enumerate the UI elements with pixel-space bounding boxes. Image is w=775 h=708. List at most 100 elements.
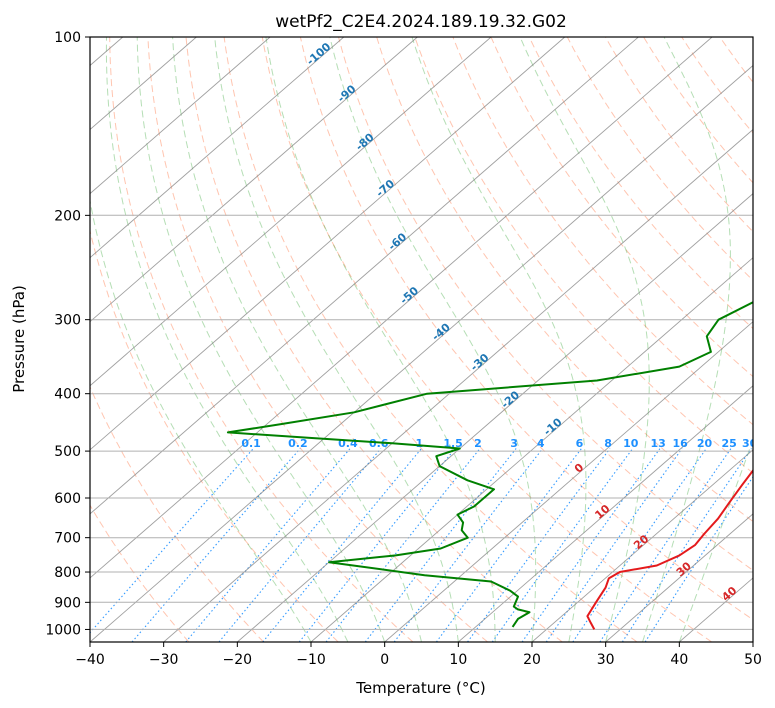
isotherm — [90, 37, 566, 451]
mixing-ratio-label: 30 — [742, 437, 758, 450]
isotherm-label: -10 — [541, 415, 565, 438]
moist-adiabat — [678, 438, 753, 642]
y-tick-label: 800 — [54, 565, 81, 581]
x-tick-label: −20 — [223, 652, 253, 668]
dry-adiabat — [223, 37, 638, 642]
isotherm-label: -80 — [353, 130, 377, 153]
isotherm — [679, 577, 753, 642]
x-tick-label: 40 — [670, 652, 688, 668]
dry-adiabat — [604, 37, 753, 233]
mixing-ratio-line — [521, 448, 661, 642]
dewpoint-line — [226, 301, 753, 628]
dry-adiabat — [90, 385, 264, 642]
mixing-ratio-label: 0.6 — [369, 437, 389, 450]
temperature-line — [586, 468, 753, 630]
mixing-ratio-line — [262, 448, 422, 642]
x-tick-label: 10 — [449, 652, 467, 668]
mixing-ratio-line — [218, 448, 382, 642]
mixing-ratio-label: 6 — [576, 437, 584, 450]
moist-adiabat — [519, 37, 650, 642]
y-axis-title: Pressure (hPa) — [10, 285, 28, 393]
plot-frame — [89, 36, 754, 643]
mixing-ratio-line — [644, 475, 753, 642]
isotherm-label: -70 — [374, 177, 398, 200]
mixing-ratio-line — [491, 448, 634, 642]
x-tick-label: 0 — [380, 652, 389, 668]
isotherm — [605, 513, 753, 642]
x-tick-label: 20 — [523, 652, 541, 668]
dry-adiabat — [109, 37, 414, 642]
dry-adiabat — [147, 37, 488, 642]
dry-adiabat — [299, 37, 753, 621]
mixing-ratio-label: 4 — [537, 437, 545, 450]
x-tick-label: −10 — [296, 652, 326, 668]
mixing-ratio-label: 25 — [722, 437, 737, 450]
dry-adiabat — [681, 37, 753, 134]
isotherm-label: 40 — [719, 584, 739, 604]
dry-adiabat — [185, 37, 563, 642]
dry-adiabat — [452, 37, 753, 426]
dry-adiabat — [758, 37, 775, 642]
isotherm — [90, 64, 753, 642]
mixing-ratio-label: 20 — [697, 437, 713, 450]
moist-adiabat — [136, 37, 386, 642]
mixing-ratio-label: 3 — [510, 437, 518, 450]
isotherm — [310, 257, 753, 642]
isotherm — [752, 641, 753, 642]
y-tick-label: 100 — [54, 30, 81, 46]
isotherm — [90, 37, 345, 259]
skewed-isotherms — [90, 37, 753, 642]
isotherm — [90, 37, 197, 131]
mixing-ratio-label: 2 — [474, 437, 482, 450]
mixing-ratio-line — [131, 448, 301, 642]
y-tick-label: 700 — [54, 531, 81, 547]
mixing-ratio-line — [621, 448, 752, 642]
mixing-ratio-line — [364, 448, 517, 642]
moist-adiabat — [172, 37, 422, 642]
isotherm — [90, 37, 418, 323]
dry-adiabat — [719, 37, 753, 84]
y-axis-ticks: 100 200 300 400 500 600 700 800 900 1000 — [45, 30, 90, 638]
moist-adiabat — [329, 37, 537, 642]
isotherm — [90, 37, 492, 387]
isotherm — [90, 37, 271, 195]
mixing-ratio-label: 1 — [415, 437, 423, 450]
mixing-ratio-line — [467, 448, 611, 642]
y-tick-label: 500 — [54, 444, 81, 460]
y-tick-label: 400 — [54, 387, 81, 403]
isotherm-label: -100 — [304, 40, 334, 68]
moist-adiabat — [411, 37, 587, 642]
mixing-ratio-label: 8 — [604, 437, 612, 450]
isotherm-label: 20 — [631, 532, 651, 552]
mixing-ratio-line — [185, 448, 351, 642]
isotherm-label: -30 — [468, 351, 492, 374]
isotherm-label: 30 — [674, 559, 694, 579]
x-tick-label: 50 — [744, 652, 762, 668]
dry-adiabat — [90, 228, 339, 642]
x-axis-ticks: −40 −30 −20 −10 0 10 20 30 40 50 — [75, 642, 762, 668]
dry-adiabat — [528, 37, 753, 330]
moist-adiabat — [105, 37, 349, 642]
mixing-ratio-line — [90, 448, 254, 634]
y-tick-label: 900 — [54, 595, 81, 611]
dry-adiabats — [90, 37, 775, 642]
isotherm-label: -60 — [386, 230, 410, 253]
moist-adiabat — [642, 37, 731, 642]
isotherm-label: -50 — [398, 284, 422, 307]
mixing-ratio-line — [435, 448, 582, 642]
plot-area: 0.1 0.2 0.4 0.6 1 1.5 2 3 4 6 8 10 13 16 20 25 30 36-100-… — [90, 37, 775, 642]
mixing-ratio-label: 36 — [763, 437, 775, 450]
pressure-gridlines — [90, 37, 753, 630]
dry-adiabat — [338, 37, 753, 571]
isotherm — [531, 449, 753, 642]
mixing-ratio-label: 0.2 — [288, 437, 308, 450]
mixing-ratio-line — [599, 448, 732, 642]
mixing-ratio-line — [393, 448, 544, 642]
x-tick-label: −40 — [75, 652, 105, 668]
isotherm — [90, 37, 713, 579]
isotherm — [163, 128, 753, 642]
dry-adiabat — [566, 37, 753, 281]
mixing-ratio-label: 13 — [650, 437, 665, 450]
isotherm — [384, 321, 753, 642]
